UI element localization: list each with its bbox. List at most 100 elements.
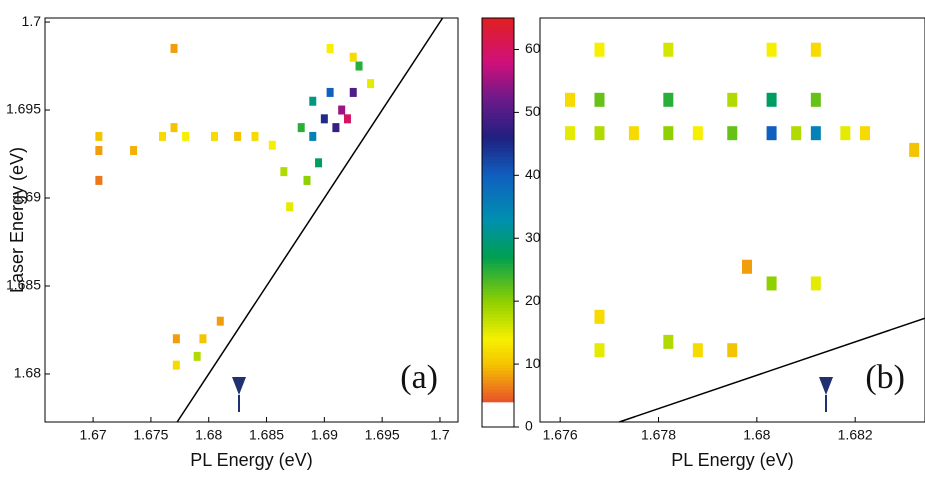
colorbar-segment — [482, 313, 514, 318]
colorbar-segment — [482, 102, 514, 107]
colorbar-segment — [482, 282, 514, 286]
colorbar-segment — [482, 209, 514, 214]
colorbar-segment — [482, 175, 514, 179]
colorbar-segment — [482, 275, 514, 280]
colorbar-segment — [482, 238, 514, 242]
colorbar-segment — [482, 213, 514, 217]
colorbar-segment — [482, 279, 514, 283]
colorbar-segment — [482, 272, 514, 277]
heatmap-cell — [766, 42, 777, 57]
colorbar-segment — [482, 27, 514, 32]
colorbar-segment — [482, 24, 514, 28]
heatmap-cell — [663, 42, 674, 57]
colorbar-segment — [482, 373, 514, 378]
colorbar-segment — [482, 263, 514, 268]
colorbar-segment — [482, 354, 514, 359]
colorbar-segment — [482, 18, 514, 22]
colorbar-segment — [482, 395, 514, 400]
colorbar-segment — [482, 389, 514, 393]
y-tick-label: 1.69 — [14, 189, 41, 205]
colorbar-segment — [482, 109, 514, 113]
diagonal-line — [176, 17, 444, 423]
colorbar-segment — [482, 172, 514, 176]
colorbar-segment — [482, 235, 514, 239]
colorbar-segment — [482, 156, 514, 161]
colorbar-tick-label: 30 — [525, 229, 541, 245]
heatmap-cell — [343, 114, 351, 124]
heatmap-cell — [663, 92, 674, 107]
colorbar-segment — [482, 68, 514, 72]
heatmap-cell — [251, 131, 259, 141]
colorbar-segment — [482, 43, 514, 47]
colorbar-segment — [482, 316, 514, 321]
heatmap-cell — [211, 131, 219, 141]
colorbar-segment — [482, 335, 514, 340]
colorbar-tick-label: 50 — [525, 103, 541, 119]
heatmap-cell — [594, 343, 605, 358]
heatmap-cell — [909, 142, 920, 157]
colorbar-segment — [482, 21, 514, 25]
colorbar-segment — [482, 62, 514, 66]
colorbar-segment — [482, 184, 514, 189]
colorbar-segment — [482, 187, 514, 192]
heatmap-cell — [692, 126, 703, 141]
heatmap-cell — [663, 126, 674, 141]
colorbar-segment — [482, 260, 514, 264]
colorbar-tick-label: 40 — [525, 166, 541, 182]
colorbar-segment — [482, 386, 514, 390]
colorbar-segment — [482, 401, 514, 406]
colorbar-segment — [482, 131, 514, 135]
colorbar-segment — [482, 257, 514, 261]
heatmap-cell — [349, 87, 357, 97]
colorbar-segment — [482, 197, 514, 201]
colorbar-segment — [482, 329, 514, 334]
colorbar-segment — [482, 77, 514, 82]
colorbar-tick-label: 20 — [525, 292, 541, 308]
colorbar-segment — [482, 181, 514, 186]
colorbar-segment — [482, 49, 514, 54]
colorbar-segment — [482, 231, 514, 236]
colorbar-segment — [482, 408, 514, 412]
heatmap-cell — [286, 202, 294, 212]
colorbar-segment — [482, 367, 514, 371]
colorbar-segment — [482, 150, 514, 154]
colorbar-segment — [482, 225, 514, 230]
colorbar-tick-label: 0 — [525, 418, 533, 434]
colorbar-segment — [482, 241, 514, 246]
panel-label: (b) — [865, 359, 905, 396]
heatmap-cell — [95, 175, 103, 185]
colorbar-segment — [482, 80, 514, 85]
y-tick-label: 1.695 — [6, 101, 41, 117]
x-tick-label: 1.68 — [195, 427, 222, 443]
colorbar-segment — [482, 112, 514, 117]
colorbar-segment — [482, 364, 514, 368]
x-tick-label: 1.682 — [838, 427, 873, 443]
colorbar-segment — [482, 250, 514, 255]
heatmap-cell — [172, 334, 180, 344]
heatmap-cell — [172, 360, 180, 370]
heatmap-cell — [810, 126, 821, 141]
colorbar-segment — [482, 298, 514, 302]
colorbar-segment — [482, 247, 514, 252]
heatmap-cell — [309, 131, 317, 141]
x-tick-label: 1.676 — [543, 427, 578, 443]
colorbar-segment — [482, 96, 514, 101]
colorbar-segment — [482, 55, 514, 60]
plots: 1.67 1.675 1.68 1.685 1.69 1.695 1.7 1.68 1.685 1… — [6, 13, 925, 470]
colorbar-segment — [482, 71, 514, 76]
heatmap-cell — [268, 140, 276, 150]
heatmap-cell — [216, 316, 224, 326]
colorbar-segment — [482, 65, 514, 69]
plot-frame — [539, 17, 925, 423]
heatmap-cell — [594, 309, 605, 324]
colorbar-segment — [482, 118, 514, 123]
heatmap-cell — [766, 92, 777, 107]
colorbar-segment — [482, 345, 514, 349]
colorbar-segment — [482, 288, 514, 293]
colorbar-segment — [482, 392, 514, 397]
colorbar-segment — [482, 244, 514, 249]
plot-frame — [44, 17, 459, 423]
x-tick-label: 1.678 — [641, 427, 676, 443]
colorbar-segment — [482, 178, 514, 183]
